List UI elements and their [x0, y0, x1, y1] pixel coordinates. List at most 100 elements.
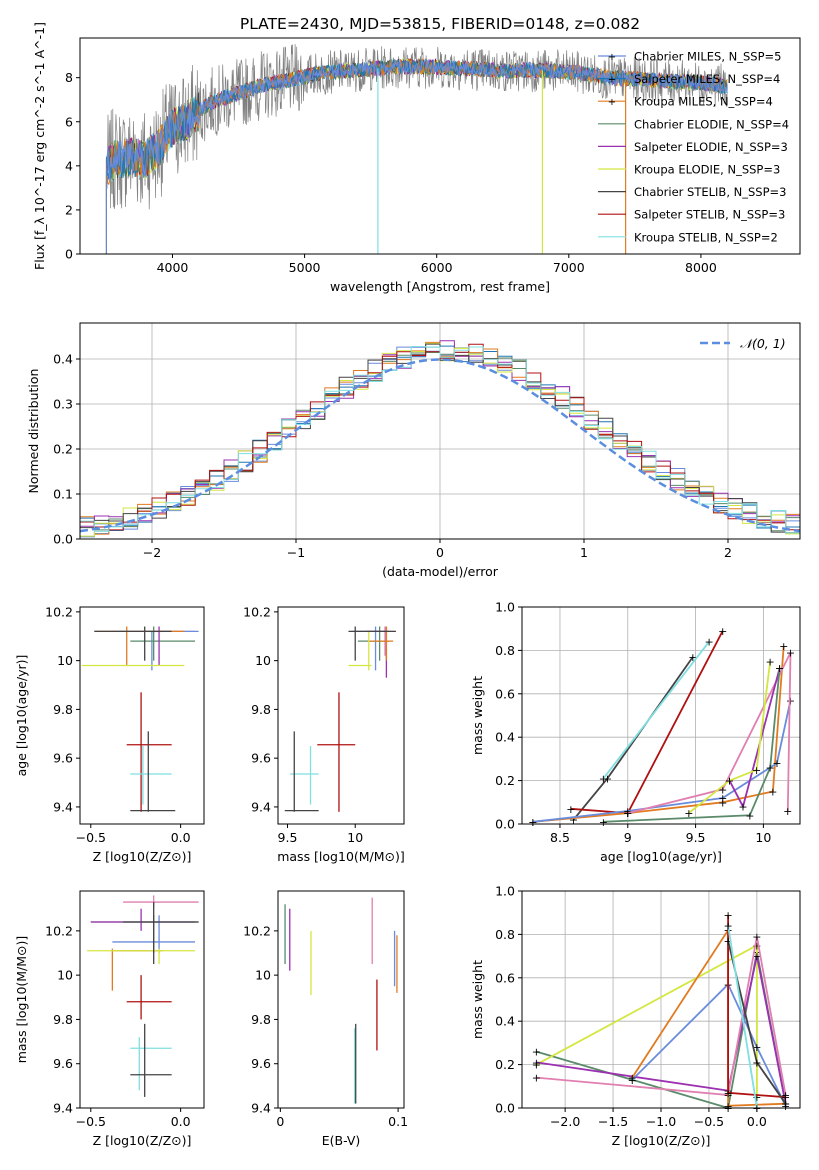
massweight_vs_age-marker-0-0: + — [569, 814, 578, 827]
massweight_vs_age-marker-8-3: + — [766, 655, 775, 668]
age_vs_Z-xtick-label-1: 0.0 — [171, 830, 191, 845]
massweight_vs_age-marker-8-2: + — [752, 764, 761, 777]
figure-title: PLATE=2430, MJD=53815, FIBERID=0148, z=0… — [240, 15, 640, 33]
massweight_vs_age-ylabel: mass weight — [470, 676, 485, 755]
massweight_vs_age-frame — [521, 606, 801, 825]
residuals-legend-label: 𝒩(0, 1) — [740, 336, 786, 351]
age_vs_Z-frame — [79, 606, 205, 825]
massweight_vs_Z-marker-7-1: + — [752, 1056, 761, 1069]
spectrum-legend: + Chabrier MILES, N_SSP=5 + Salpeter MILES,… — [598, 50, 789, 244]
massweight_vs_age-marker-0-2: + — [688, 651, 697, 664]
residuals-ytick-label-4: 0.4 — [53, 352, 73, 367]
massweight_vs_age-marker-3-0: + — [528, 816, 537, 829]
massweight_vs_Z-marker-2-2: + — [752, 950, 761, 963]
residuals-frame — [79, 322, 801, 540]
mass_vs_ebv-xtick-label-1: 0.1 — [388, 1114, 408, 1129]
residuals-xtick-label-1: −1 — [287, 545, 305, 560]
spectrum-legend-label-5: Kroupa ELODIE, N_SSP=3 — [634, 163, 780, 177]
massweight_vs_Z-series-8 — [727, 925, 758, 1109]
spectrum-ytick-label-0: 0 — [65, 247, 73, 262]
massweight_vs_age-ytick-label-1: 0.2 — [495, 773, 515, 788]
massweight_vs_age-series-1 — [602, 641, 710, 779]
age_vs_mass-axes: 9.5 10 9.4 9.6 9.8 10 10.2 mass [log10(M/M⊙)] — [243, 604, 405, 864]
massweight_vs_Z-marker-0-0: + — [532, 1046, 541, 1059]
residuals-ytick-label-3: 0.3 — [53, 397, 73, 412]
massweight_vs_age-xtick-label-1: 9 — [624, 830, 632, 845]
age_vs_Z-ytick-label-0: 9.4 — [53, 799, 73, 814]
mass_vs_ebv-ytick-label-4: 9.4 — [251, 1101, 271, 1116]
residuals-ytick-label-0: 0.0 — [53, 532, 73, 547]
age_vs_mass-ytick-label-3: 10 — [255, 653, 271, 668]
massweight_vs_Z-series-6 — [727, 914, 786, 1099]
massweight_vs_age-ytick-label-3: 0.6 — [495, 686, 515, 701]
massweight_vs_age-marker-3-3: + — [768, 785, 777, 798]
age_vs_mass-points — [284, 626, 396, 812]
massweight_vs_age-series-7 — [603, 667, 781, 823]
mass_vs_Z-xtick-label-1: 0.0 — [171, 1114, 191, 1129]
massweight_vs_age-marker-4-0: + — [528, 816, 537, 829]
spectrum-axes: 4000 5000 6000 7000 8000 0 2 4 6 8 wavelength [Ang… — [32, 22, 717, 294]
massweight_vs_age-series-3 — [532, 646, 785, 823]
spectrum-legend-label-8: Kroupa STELIB, N_SSP=2 — [634, 230, 778, 244]
massweight_vs_Z-frame — [521, 890, 801, 1109]
massweight_vs_Z-marker-8-0: + — [723, 920, 732, 933]
massweight_vs_age-marker-5-0: + — [623, 807, 632, 820]
massweight_vs_Z-marker-5-3: + — [781, 1098, 790, 1111]
massweight_vs_age-marker-8-1: + — [725, 775, 734, 788]
mass_vs_Z-ytick-label-3: 10 — [57, 968, 73, 983]
spectrum-legend-label-7: Salpeter STELIB, N_SSP=3 — [634, 208, 785, 222]
massweight_vs_age-marker-2-0: + — [566, 803, 575, 816]
massweight_vs_Z-marker-7-0: + — [723, 935, 732, 948]
massweight_vs_Z-marker-3-2: + — [752, 931, 761, 944]
age_vs_mass-xtick-label-1: 10 — [347, 830, 363, 845]
residuals-xlabel: (data-model)/error — [382, 564, 499, 579]
chart-layer: 4000 5000 6000 7000 8000 0 2 4 6 8 wavelength [Ang… — [14, 22, 801, 1148]
age_vs_mass-ytick-label-2: 9.8 — [251, 702, 271, 717]
spectrum-legend-label-2: Kroupa MILES, N_SSP=4 — [634, 95, 773, 109]
mass_vs_ebv-points — [284, 897, 398, 1104]
age_vs_mass-ytick-label-4: 10.2 — [243, 604, 271, 619]
residuals-xtick-label-3: 1 — [580, 545, 588, 560]
massweight_vs_age-marker-5-3: + — [783, 805, 792, 818]
massweight_vs_Z-marker-1-1: + — [752, 939, 761, 952]
age_vs_Z-ylabel: age [log10(age/yr)] — [14, 655, 29, 777]
residuals-ytick-label-2: 0.2 — [53, 442, 73, 457]
massweight_vs_age-series-0 — [572, 656, 694, 821]
spectrum-legend-marker-1: + — [608, 75, 616, 86]
massweight_vs_Z-xtick-label-2: −1.0 — [646, 1114, 676, 1129]
age_vs_Z-axes: −0.5 0.0 9.4 9.6 9.8 10 10.2 Z [log10(Z/Z⊙)] age… — [14, 604, 191, 864]
spectrum-ytick-label-1: 2 — [65, 202, 73, 217]
mass_vs_Z-ytick-label-4: 10.2 — [45, 923, 73, 938]
massweight_vs_Z-xtick-label-1: −1.5 — [598, 1114, 628, 1129]
spectrum-legend-label-6: Chabrier STELIB, N_SSP=3 — [634, 185, 786, 199]
spectrum-xtick-label-2: 6000 — [421, 260, 453, 275]
mass_vs_ebv-xlabel: E(B-V) — [322, 1133, 361, 1148]
massweight_vs_age-marker-4-2: + — [718, 792, 727, 805]
mass_vs_Z-ytick-label-1: 9.6 — [53, 1056, 73, 1071]
massweight_vs_Z-xtick-label-3: −0.5 — [694, 1114, 724, 1129]
massweight_vs_Z-xtick-label-0: −2.0 — [550, 1114, 580, 1129]
massweight_vs_age-marker-5-1: + — [718, 783, 727, 796]
age_vs_mass-ytick-label-0: 9.4 — [251, 799, 271, 814]
mass_vs_ebv-axes: 0 0.1 9.8 10 10.2 9.6 9.4 E(B-V) — [243, 923, 408, 1148]
residuals-plot — [80, 340, 800, 538]
massweight_vs_age-series-4 — [532, 700, 792, 823]
massweight_vs_Z-marker-1-0: + — [532, 1059, 541, 1072]
massweight_vs_Z-marker-4-2: + — [752, 1041, 761, 1054]
massweight_vs_age-marker-3-4: + — [779, 640, 788, 653]
spectrum-model-line-7 — [105, 59, 728, 254]
massweight_vs_Z-marker-3-0: + — [532, 1072, 541, 1085]
spectrum-ytick-label-2: 4 — [65, 158, 73, 173]
massweight_vs_age-marker-4-3: + — [772, 757, 781, 770]
massweight_vs_age-marker-2-2: + — [718, 625, 727, 638]
massweight_vs_age-series-5 — [627, 652, 792, 814]
massweight_vs_Z-marker-4-0: + — [628, 1074, 637, 1087]
massweight_vs_age-marker-7-1: + — [745, 809, 754, 822]
mass_vs_Z-xtick-label-0: −0.5 — [76, 1114, 106, 1129]
mass_vs_Z-frame — [79, 890, 205, 1109]
spectrum-xlabel: wavelength [Angstrom, rest frame] — [330, 279, 550, 294]
age_vs_Z-ytick-label-2: 9.8 — [53, 702, 73, 717]
massweight_vs_age-marker-7-2: + — [766, 762, 775, 775]
massweight_vs_Z-ytick-label-5: 1.0 — [495, 884, 515, 899]
massweight_vs_age-ytick-label-0: 0.0 — [495, 817, 515, 832]
